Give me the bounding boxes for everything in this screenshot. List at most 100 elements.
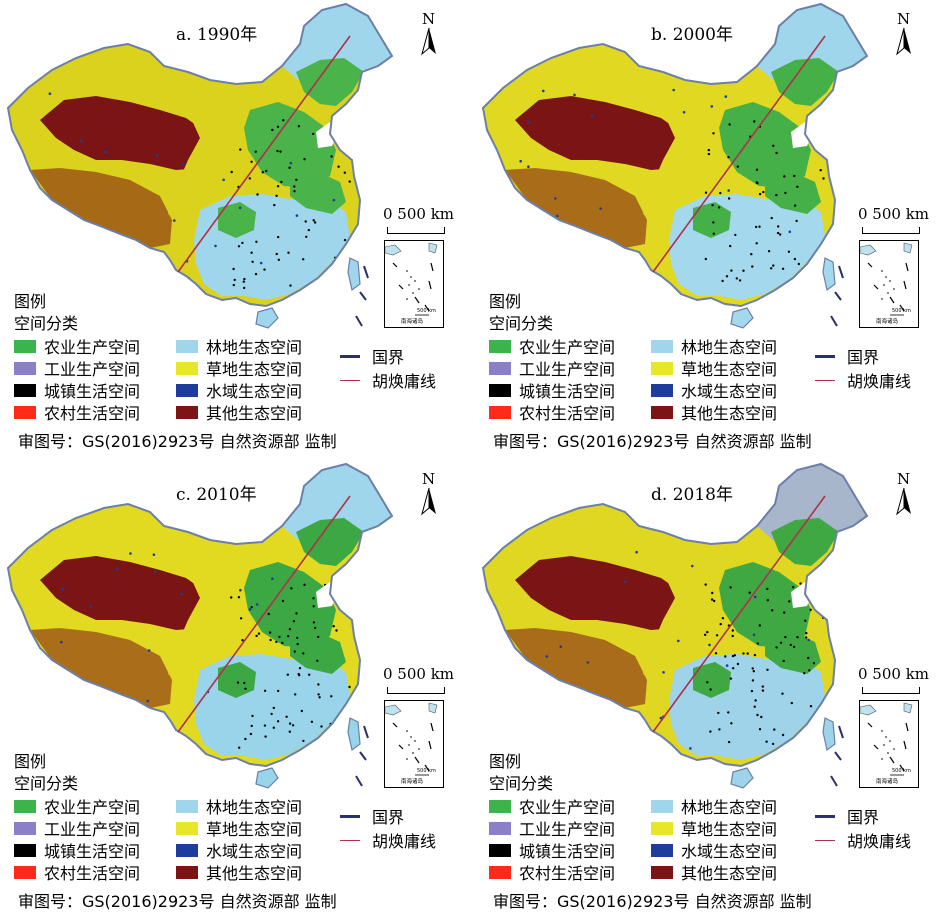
legend-swatch	[489, 383, 511, 397]
legend-swatch	[176, 799, 198, 813]
legend-swatch	[176, 821, 198, 835]
legend-item: 水域生态空间	[176, 840, 302, 861]
urban-patch	[277, 689, 280, 693]
urban-patch	[731, 634, 734, 638]
legend-item: 林地生态空间	[651, 336, 777, 357]
sea-boundary-dash	[838, 265, 844, 279]
urban-patch	[251, 260, 254, 263]
legend-item: 水域生态空间	[651, 380, 777, 401]
water-patch	[710, 105, 714, 108]
urban-patch	[281, 641, 284, 645]
hu-huanyong-line	[177, 495, 351, 733]
scale-label: 0 500 km	[383, 665, 455, 683]
urban-patch	[289, 284, 292, 287]
legend-label: 农村生活空间	[519, 404, 616, 423]
urban-patch	[756, 713, 759, 717]
urban-patch	[742, 269, 745, 272]
urban-patch	[773, 728, 776, 731]
urban-patch	[788, 600, 791, 603]
urban-patch	[305, 235, 308, 238]
map-approval-note: 审图号：GS(2016)2923号 自然资源部 监制	[493, 892, 812, 911]
urban-patch	[756, 642, 759, 645]
urban-patch	[818, 133, 821, 136]
water-patch	[556, 214, 559, 218]
urban-patch	[255, 240, 258, 243]
urban-patch	[230, 596, 233, 599]
legend-label: 农业生产空间	[519, 798, 616, 817]
legend-item: 工业生产空间	[489, 358, 615, 379]
urban-patch	[706, 630, 709, 634]
panel-title: d. 2018年	[651, 485, 733, 505]
urban-patch	[704, 633, 707, 636]
legend-swatch	[176, 405, 198, 419]
urban-patch	[292, 620, 296, 623]
scale-bar: 0 500 km	[383, 205, 471, 234]
urban-patch	[734, 233, 737, 237]
urban-patch	[312, 219, 315, 222]
urban-patch	[727, 711, 730, 714]
urban-patch	[731, 629, 734, 632]
water-patch	[708, 643, 711, 647]
urban-patch	[348, 685, 351, 689]
north-arrow-icon: N	[414, 470, 444, 520]
urban-patch	[795, 219, 798, 223]
urban-patch	[793, 257, 797, 261]
water-patch	[152, 553, 156, 556]
urban-patch	[797, 262, 800, 266]
urban-patch	[787, 250, 791, 253]
urban-patch	[731, 654, 735, 658]
legend-label: 草地生态空间	[206, 820, 303, 839]
urban-patch	[758, 728, 762, 731]
urban-patch	[751, 679, 755, 682]
water-patch	[517, 660, 521, 664]
bohai-sea	[791, 122, 813, 148]
urban-patch	[273, 203, 276, 207]
urban-patch	[751, 265, 754, 268]
urban-patch	[765, 740, 768, 743]
legend-item: 草地生态空间	[651, 358, 777, 379]
water-patch	[527, 165, 530, 168]
legend-label: 草地生态空间	[681, 820, 778, 839]
urban-patch	[770, 216, 773, 220]
desert-other-area	[40, 556, 214, 630]
urban-patch	[295, 178, 298, 181]
urban-patch	[286, 673, 289, 676]
sea-boundary-dash	[363, 725, 369, 739]
legend-item: 草地生态空间	[651, 818, 778, 839]
urban-patch	[314, 626, 317, 630]
urban-patch	[330, 695, 333, 698]
plateau-other-area	[30, 628, 172, 708]
sea-boundary-dash	[355, 775, 363, 787]
legend-label: 水域生态空间	[681, 842, 778, 861]
water-patch	[61, 587, 65, 591]
urban-patch	[296, 642, 299, 646]
water-patch	[677, 639, 680, 643]
urban-patch	[727, 740, 731, 744]
urban-patch	[297, 125, 301, 128]
urban-patch	[715, 634, 719, 637]
northeast-forest-area	[282, 464, 392, 542]
urban-patch	[270, 712, 273, 716]
legend-item: 城镇生活空间	[489, 840, 615, 861]
legend-item: 草地生态空间	[176, 818, 303, 839]
legend-title: 图例	[489, 752, 522, 771]
water-patch	[147, 649, 151, 652]
urban-patch	[294, 693, 297, 696]
line-legend-label: 胡焕庸线	[372, 372, 437, 391]
urban-patch	[724, 655, 727, 658]
legend-label: 工业生产空间	[44, 820, 141, 839]
urban-patch	[343, 171, 346, 174]
water-patch	[752, 633, 756, 637]
urban-patch	[712, 132, 715, 135]
urban-patch	[243, 286, 246, 290]
legend-label: 林地生态空间	[206, 338, 303, 357]
scale-bar-line	[862, 687, 920, 694]
water-patch	[248, 608, 252, 611]
line-legend-item: 国界	[815, 344, 879, 368]
south-china-sea-inset: 500 km 南海诸岛	[384, 240, 444, 328]
urban-patch	[265, 169, 268, 173]
sea-boundary-dash	[834, 751, 842, 761]
sea-boundary-dash	[830, 315, 838, 327]
svg-text:南海诸岛: 南海诸岛	[401, 777, 424, 785]
urban-patch	[325, 274, 329, 278]
